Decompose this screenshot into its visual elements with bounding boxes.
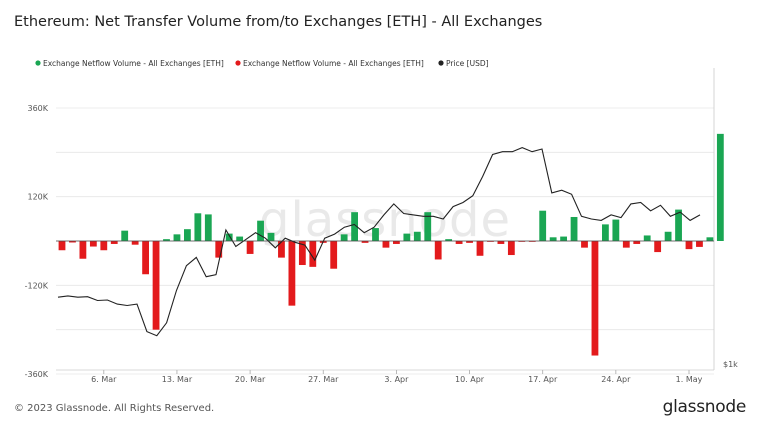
- copyright-text: © 2023 Glassnode. All Rights Reserved.: [14, 403, 215, 414]
- inflow-bar: [225, 233, 233, 241]
- outflow-bar: [131, 241, 139, 245]
- outflow-bar: [89, 241, 97, 247]
- inflow-bar: [121, 230, 129, 241]
- x-tick-label: 27. Mar: [308, 375, 339, 384]
- outflow-bar: [497, 241, 505, 244]
- inflow-bar: [173, 234, 181, 241]
- x-tick-label: 1. May: [676, 375, 703, 384]
- inflow-bar: [340, 234, 348, 241]
- outflow-bar: [654, 241, 662, 253]
- legend-marker-2: [438, 60, 444, 66]
- outflow-bar: [581, 241, 588, 248]
- x-tick-label: 10. Apr: [455, 375, 485, 384]
- inflow-bar: [267, 232, 275, 241]
- y-tick-label: -360K: [25, 370, 49, 379]
- netflow-bars: [58, 133, 724, 356]
- glassnode-logo: glassnode: [662, 397, 747, 417]
- inflow-bar: [445, 239, 453, 241]
- outflow-bar: [455, 241, 463, 244]
- outflow-bar: [142, 241, 149, 275]
- outflow-bar: [361, 241, 369, 243]
- outflow-bar: [152, 241, 160, 330]
- inflow-bar: [539, 210, 547, 241]
- x-tick-label: 17. Apr: [528, 375, 558, 384]
- outflow-bar: [685, 241, 693, 250]
- outflow-bar: [622, 241, 630, 248]
- legend-marker-0: [35, 60, 41, 66]
- outflow-bar: [58, 241, 66, 251]
- chart-title: Ethereum: Net Transfer Volume from/to Ex…: [14, 14, 543, 30]
- legend-label-0: Exchange Netflow Volume - All Exchanges …: [43, 59, 224, 68]
- outflow-bar: [309, 241, 317, 267]
- inflow-bar: [372, 228, 379, 241]
- outflow-bar: [696, 241, 703, 247]
- outflow-bar: [434, 241, 442, 260]
- inflow-bar: [716, 133, 724, 241]
- inflow-bar: [204, 214, 212, 241]
- watermark: glassnode: [259, 192, 511, 248]
- inflow-bar: [560, 236, 567, 241]
- inflow-bar: [351, 212, 358, 241]
- outflow-bar: [215, 241, 223, 258]
- legend-marker-1: [235, 60, 241, 66]
- y-tick-label: 120K: [27, 193, 48, 202]
- inflow-bar: [570, 216, 578, 241]
- y-tick-label: -120K: [25, 281, 49, 290]
- price-line: [57, 147, 701, 337]
- outflow-bar: [79, 241, 87, 259]
- legend: Exchange Netflow Volume - All Exchanges …: [35, 59, 489, 68]
- outflow-bar: [507, 241, 515, 256]
- outflow-bar: [278, 241, 285, 258]
- outflow-bar: [288, 241, 296, 306]
- outflow-bar: [591, 241, 599, 356]
- outflow-bar: [100, 241, 108, 251]
- x-tick-label: 6. Mar: [91, 375, 117, 384]
- inflow-bar: [413, 231, 421, 241]
- outflow-bar: [298, 241, 306, 266]
- outflow-bar: [69, 241, 76, 243]
- inflow-bar: [257, 220, 264, 241]
- outflow-bar: [382, 241, 390, 248]
- inflow-bar: [424, 212, 432, 241]
- inflow-bar: [194, 213, 202, 241]
- axes: 360K 120K -120K -360K $1k 6. Mar 13. Mar 20. Ma…: [25, 68, 738, 384]
- x-tick-label: 20. Mar: [235, 375, 266, 384]
- price-series-line: [57, 147, 701, 337]
- outflow-bar: [330, 241, 338, 269]
- inflow-bar: [236, 236, 244, 241]
- inflow-bar: [675, 209, 682, 241]
- x-tick-label: 13. Mar: [162, 375, 193, 384]
- outflow-bar: [466, 241, 473, 243]
- legend-label-2: Price [USD]: [446, 59, 489, 68]
- inflow-bar: [643, 235, 651, 241]
- x-tick-label: 3. Apr: [384, 375, 409, 384]
- inflow-bar: [549, 237, 557, 241]
- outflow-bar: [246, 241, 254, 254]
- inflow-bar: [706, 237, 714, 241]
- outflow-bar: [110, 241, 118, 244]
- legend-label-1: Exchange Netflow Volume - All Exchanges …: [243, 59, 424, 68]
- y-tick-label: 360K: [27, 104, 48, 113]
- inflow-bar: [664, 231, 672, 241]
- x-tick-label: 24. Apr: [601, 375, 631, 384]
- inflow-bar: [612, 219, 620, 241]
- outflow-bar: [393, 241, 400, 244]
- outflow-bar: [476, 241, 484, 256]
- inflow-bar: [184, 229, 191, 241]
- inflow-bar: [602, 224, 609, 241]
- outflow-bar: [633, 241, 641, 244]
- y2-tick-label: $1k: [723, 360, 738, 369]
- inflow-bar: [403, 233, 411, 241]
- inflow-bar: [163, 239, 170, 241]
